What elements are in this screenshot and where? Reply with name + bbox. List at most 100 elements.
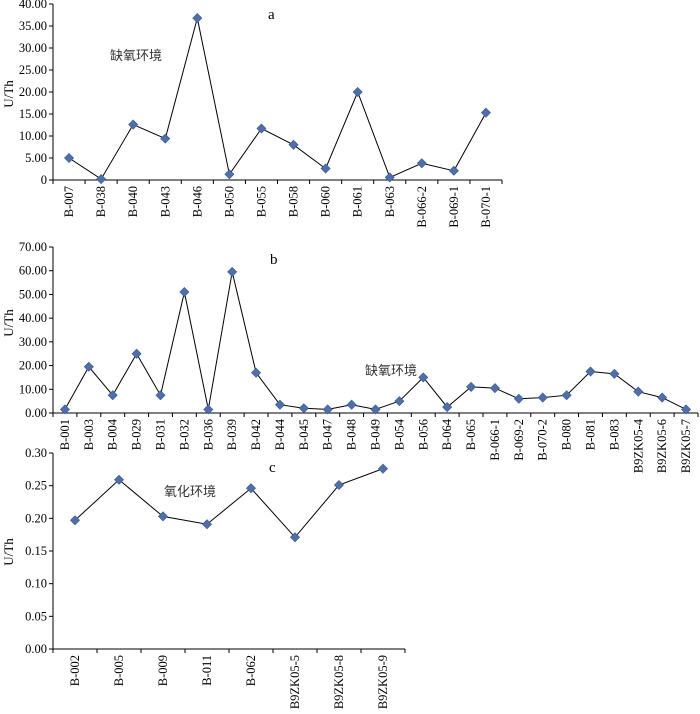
y-tick-label: 10.00 xyxy=(19,382,47,396)
data-point-marker xyxy=(322,404,333,415)
data-point-marker xyxy=(585,366,596,377)
y-tick-label: 35.00 xyxy=(19,19,47,33)
x-tick-label: B9ZK05-7 xyxy=(679,419,693,473)
data-point-marker xyxy=(418,372,429,383)
x-tick-label: B-060 xyxy=(319,186,333,217)
data-point-marker xyxy=(59,404,70,415)
x-tick-label: B-031 xyxy=(154,419,168,450)
data-point-marker xyxy=(466,381,477,392)
x-tick-label: B-063 xyxy=(383,186,397,217)
y-axis-title: U/Th xyxy=(1,309,16,337)
x-tick-label: B-029 xyxy=(130,419,144,450)
x-tick-label: B-007 xyxy=(62,186,76,217)
panel-a-chart: 0 5.00 10.00 15.00 20.00 25.00 30.00 35.00 40.00… xyxy=(1,0,503,228)
data-point-marker xyxy=(609,368,620,379)
x-tick-label: B-066-2 xyxy=(415,186,429,228)
panel-label: a xyxy=(268,7,275,23)
series-line xyxy=(74,468,384,539)
x-tick-label: B-045 xyxy=(297,419,311,450)
y-tick-label: 20.00 xyxy=(19,85,47,99)
data-point-marker xyxy=(227,266,238,277)
x-tick-label: B-069-1 xyxy=(447,186,461,228)
data-point-marker xyxy=(83,361,94,372)
data-point-marker xyxy=(251,367,262,378)
data-point-marker xyxy=(289,532,301,543)
series-line xyxy=(68,17,487,180)
data-point-marker xyxy=(370,404,381,415)
x-tick-label: B-056 xyxy=(416,419,430,450)
x-tick-label: B-047 xyxy=(321,419,335,450)
data-point-marker xyxy=(320,163,331,174)
data-point-marker xyxy=(448,165,459,176)
x-tick-label: B-070-1 xyxy=(479,186,493,228)
y-tick-label: 30.00 xyxy=(19,41,47,55)
y-tick-label: 10.00 xyxy=(19,129,47,143)
y-tick-label: 70.00 xyxy=(19,240,47,254)
data-point-marker xyxy=(192,13,203,24)
data-point-marker xyxy=(131,348,142,359)
x-tick-label: B-061 xyxy=(351,186,365,217)
data-point-marker xyxy=(681,404,692,415)
panel-c-chart: 0.00 0.05 0.10 0.15 0.20 0.25 0.30 B-002 B-005 B-… xyxy=(1,446,406,709)
data-point-marker xyxy=(633,386,644,397)
data-point-marker xyxy=(274,399,285,410)
data-point-marker xyxy=(201,519,213,530)
data-point-marker xyxy=(394,396,405,407)
y-tick-label: 40.00 xyxy=(19,311,47,325)
y-tick-label: 0.00 xyxy=(25,642,47,656)
data-point-marker xyxy=(69,515,81,526)
data-point-marker xyxy=(384,172,395,183)
x-tick-label: B-050 xyxy=(222,186,236,217)
x-tick-label: B-039 xyxy=(225,419,239,450)
x-tick-label: B-065 xyxy=(464,419,478,450)
y-tick-label: 5.00 xyxy=(25,151,47,165)
x-tick-label: B-046 xyxy=(190,186,204,217)
x-tick-label: B-058 xyxy=(287,186,301,217)
environment-annotation: 氧化环境 xyxy=(164,485,216,500)
x-tick-label: B-054 xyxy=(392,418,406,450)
y-axis-title: U/Th xyxy=(1,80,16,108)
y-tick-label: 0.10 xyxy=(25,577,47,591)
y-tick-label: 40.00 xyxy=(19,0,47,11)
y-tick-label: 0 xyxy=(41,173,47,187)
data-point-marker xyxy=(107,390,118,401)
x-tick-label: B-044 xyxy=(273,418,287,450)
y-tick-label: 0.20 xyxy=(25,511,47,525)
data-point-marker xyxy=(113,474,125,485)
data-point-marker xyxy=(333,479,345,491)
y-tick-label: 20.00 xyxy=(19,359,47,373)
x-tick-label: B9ZK05-8 xyxy=(332,655,346,709)
data-point-marker xyxy=(64,152,75,164)
data-point-marker xyxy=(245,483,257,494)
data-point-marker xyxy=(298,403,309,414)
data-point-marker xyxy=(442,402,453,413)
x-tick-label: B9ZK05-5 xyxy=(288,655,302,709)
x-tick-label: B-040 xyxy=(126,186,140,217)
data-point-marker xyxy=(346,399,357,410)
data-point-marker xyxy=(179,287,190,298)
x-tick-label: B-066-1 xyxy=(488,419,502,461)
x-tick-label: B-064 xyxy=(440,418,454,450)
data-point-marker xyxy=(160,133,171,144)
data-point-marker xyxy=(561,390,572,401)
y-tick-label: 25.00 xyxy=(19,63,47,77)
x-tick-label: B-055 xyxy=(254,186,268,217)
data-point-marker xyxy=(657,392,668,403)
x-tick-label: B-081 xyxy=(584,419,598,450)
y-tick-label: 0.30 xyxy=(25,446,47,460)
x-tick-label: B-003 xyxy=(82,419,96,450)
x-tick-label: B-004 xyxy=(106,418,120,450)
x-tick-label: B-048 xyxy=(345,419,359,450)
data-point-marker xyxy=(224,169,235,180)
y-axis-title: U/Th xyxy=(1,538,16,566)
data-point-marker xyxy=(513,393,524,404)
x-tick-label: B-070-2 xyxy=(536,419,550,461)
data-point-marker xyxy=(352,86,363,98)
x-tick-label: B-005 xyxy=(112,655,126,686)
y-tick-label: 50.00 xyxy=(19,287,47,301)
panel-label: b xyxy=(270,252,278,268)
x-tick-label: B-036 xyxy=(201,419,215,450)
data-point-marker xyxy=(96,174,107,185)
x-tick-label: B-049 xyxy=(369,419,383,450)
